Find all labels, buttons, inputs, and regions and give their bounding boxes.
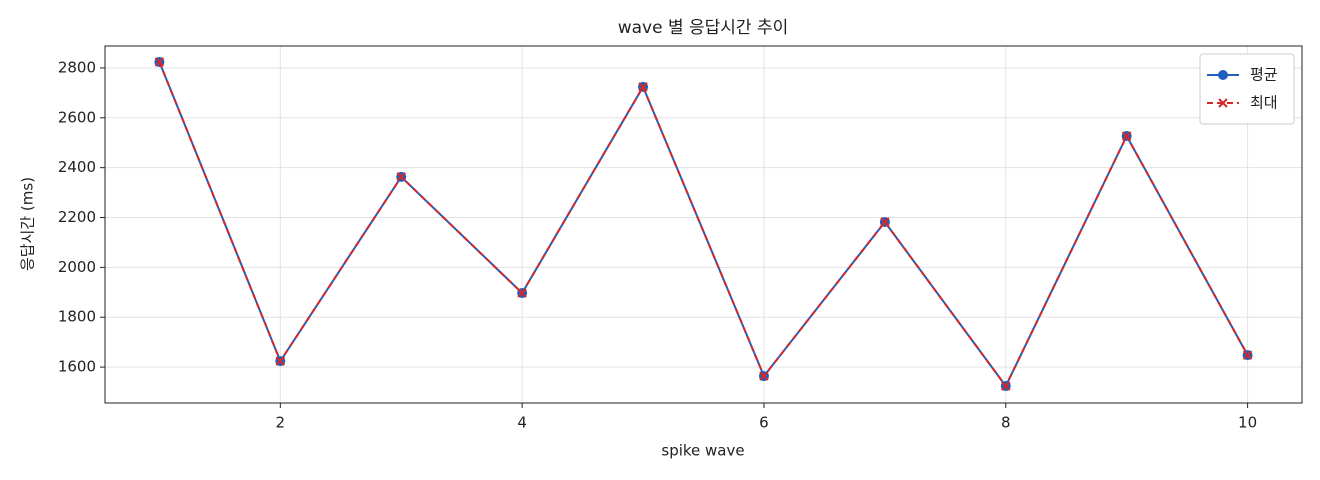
- x-axis-label: spike wave: [661, 442, 744, 460]
- y-tick-label: 2800: [58, 58, 96, 76]
- marker: [1218, 70, 1228, 80]
- y-tick-label: 2600: [58, 108, 96, 126]
- x-tick-label: 6: [759, 414, 769, 432]
- chart-title: wave 별 응답시간 추이: [618, 18, 789, 38]
- legend-box: [1199, 53, 1295, 125]
- legend-label: 평균: [1250, 66, 1278, 84]
- marker-stroke: [880, 217, 890, 227]
- marker: [1001, 381, 1011, 391]
- marker-stroke: [1218, 98, 1228, 108]
- marker-stroke: [638, 82, 648, 92]
- x-tick-label: 10: [1238, 414, 1257, 432]
- legend-label: 최대: [1250, 94, 1278, 112]
- marker: [759, 371, 769, 381]
- y-tick-label: 1600: [58, 358, 96, 376]
- marker: [396, 172, 406, 182]
- marker: [275, 356, 286, 366]
- marker: [1121, 131, 1132, 141]
- x-tick-label: 8: [1001, 414, 1011, 432]
- marker-stroke: [396, 172, 406, 182]
- marker-stroke: [1242, 350, 1253, 360]
- marker-stroke: [1001, 381, 1011, 391]
- marker: [1218, 98, 1228, 108]
- marker: [517, 288, 527, 298]
- marker: [154, 57, 165, 67]
- marker-stroke: [759, 371, 769, 381]
- marker-stroke: [275, 356, 286, 366]
- y-tick-label: 1800: [58, 308, 96, 326]
- y-tick-label: 2400: [58, 158, 96, 176]
- x-tick-label: 4: [517, 414, 527, 432]
- series-line: [158, 61, 1249, 388]
- marker: [880, 217, 890, 227]
- y-tick-label: 2000: [58, 258, 96, 276]
- marker-stroke: [517, 288, 527, 298]
- y-tick-label: 2200: [58, 208, 96, 226]
- y-axis-label: 응답시간 (ms): [19, 177, 37, 271]
- marker-stroke: [154, 57, 165, 67]
- marker-stroke: [1121, 131, 1132, 141]
- x-tick-label: 2: [276, 414, 286, 432]
- plot-frame: [104, 45, 1303, 404]
- marker: [638, 82, 648, 92]
- marker: [1242, 350, 1253, 360]
